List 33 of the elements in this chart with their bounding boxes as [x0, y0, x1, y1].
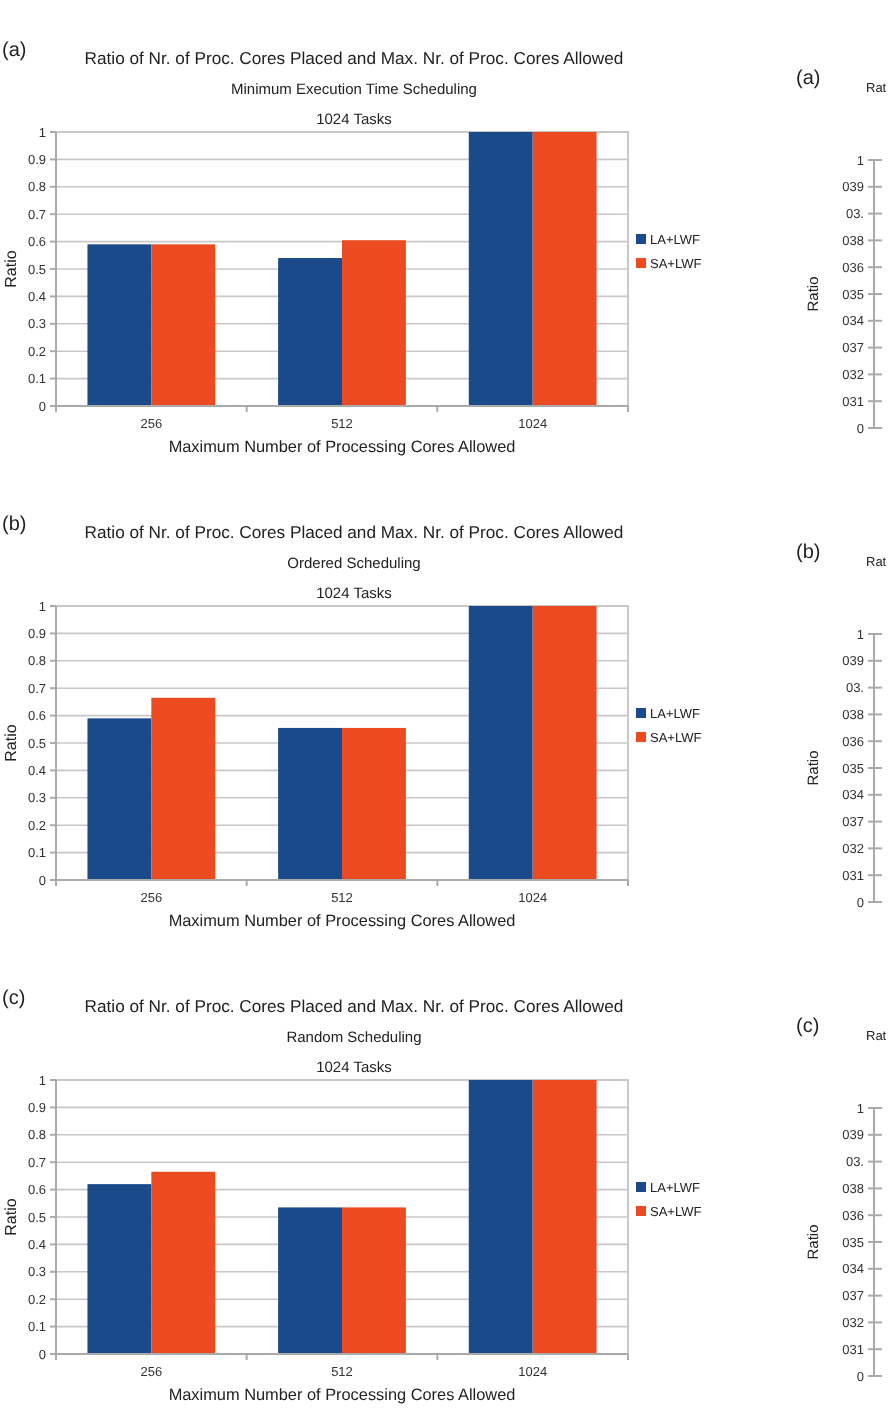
- chart-title: Ratio of Nr. of Proc. Cores Placed and Max. Nr. of Proc. Cores Allowed: [84, 48, 624, 68]
- bar: [151, 697, 216, 880]
- y-axis-title: Ratio: [2, 1197, 20, 1236]
- bar: [532, 1080, 597, 1354]
- bar: [468, 1080, 533, 1354]
- bar: [278, 1207, 342, 1354]
- y-axis-title: Ratio: [2, 723, 20, 762]
- bar: [342, 727, 406, 880]
- bar: [278, 258, 342, 406]
- bar: [468, 132, 533, 406]
- text: (a): [796, 68, 821, 90]
- x-axis-title: Maximum Number of Processing Cores Allowed: [168, 912, 517, 930]
- bar: [532, 606, 597, 880]
- bar: [151, 1171, 216, 1354]
- bar: [87, 1184, 152, 1354]
- x-axis-title: Maximum Number of Processing Cores Allowed: [168, 1386, 517, 1404]
- text: (c): [2, 988, 26, 1010]
- bar: [468, 606, 533, 880]
- bar: [532, 132, 597, 406]
- text: (b): [2, 514, 27, 536]
- text: (c): [796, 1016, 820, 1038]
- bar: [342, 1207, 406, 1354]
- y-axis-title: Ratio: [2, 249, 20, 288]
- bar: [278, 727, 342, 880]
- x-axis-title: Maximum Number of Processing Cores Allowed: [168, 438, 517, 456]
- chart-title: Ratio of Nr. of Proc. Cores Placed and Max. Nr. of Proc. Cores Allowed: [84, 996, 624, 1016]
- bar: [151, 244, 216, 406]
- bar: [87, 244, 152, 406]
- text: (b): [796, 542, 821, 564]
- chart-title: Ratio of Nr. of Proc. Cores Placed and Max. Nr. of Proc. Cores Allowed: [84, 522, 624, 542]
- text: (a): [2, 40, 27, 62]
- bar: [342, 240, 406, 406]
- bar: [87, 718, 152, 880]
